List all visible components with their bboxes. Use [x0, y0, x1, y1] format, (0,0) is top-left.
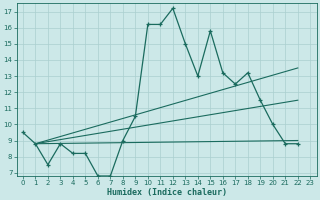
X-axis label: Humidex (Indice chaleur): Humidex (Indice chaleur): [107, 188, 227, 197]
